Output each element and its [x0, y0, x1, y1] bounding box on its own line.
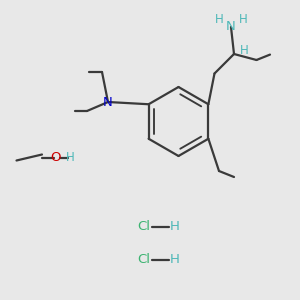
Text: H: H — [66, 151, 75, 164]
Text: H: H — [214, 13, 224, 26]
Text: N: N — [103, 95, 113, 109]
Text: H: H — [238, 13, 247, 26]
Text: H: H — [170, 253, 179, 266]
Text: O: O — [50, 151, 61, 164]
Text: H: H — [170, 220, 179, 233]
Text: N: N — [226, 20, 236, 34]
Text: Cl: Cl — [137, 220, 150, 233]
Text: H: H — [240, 44, 249, 57]
Text: Cl: Cl — [137, 253, 150, 266]
